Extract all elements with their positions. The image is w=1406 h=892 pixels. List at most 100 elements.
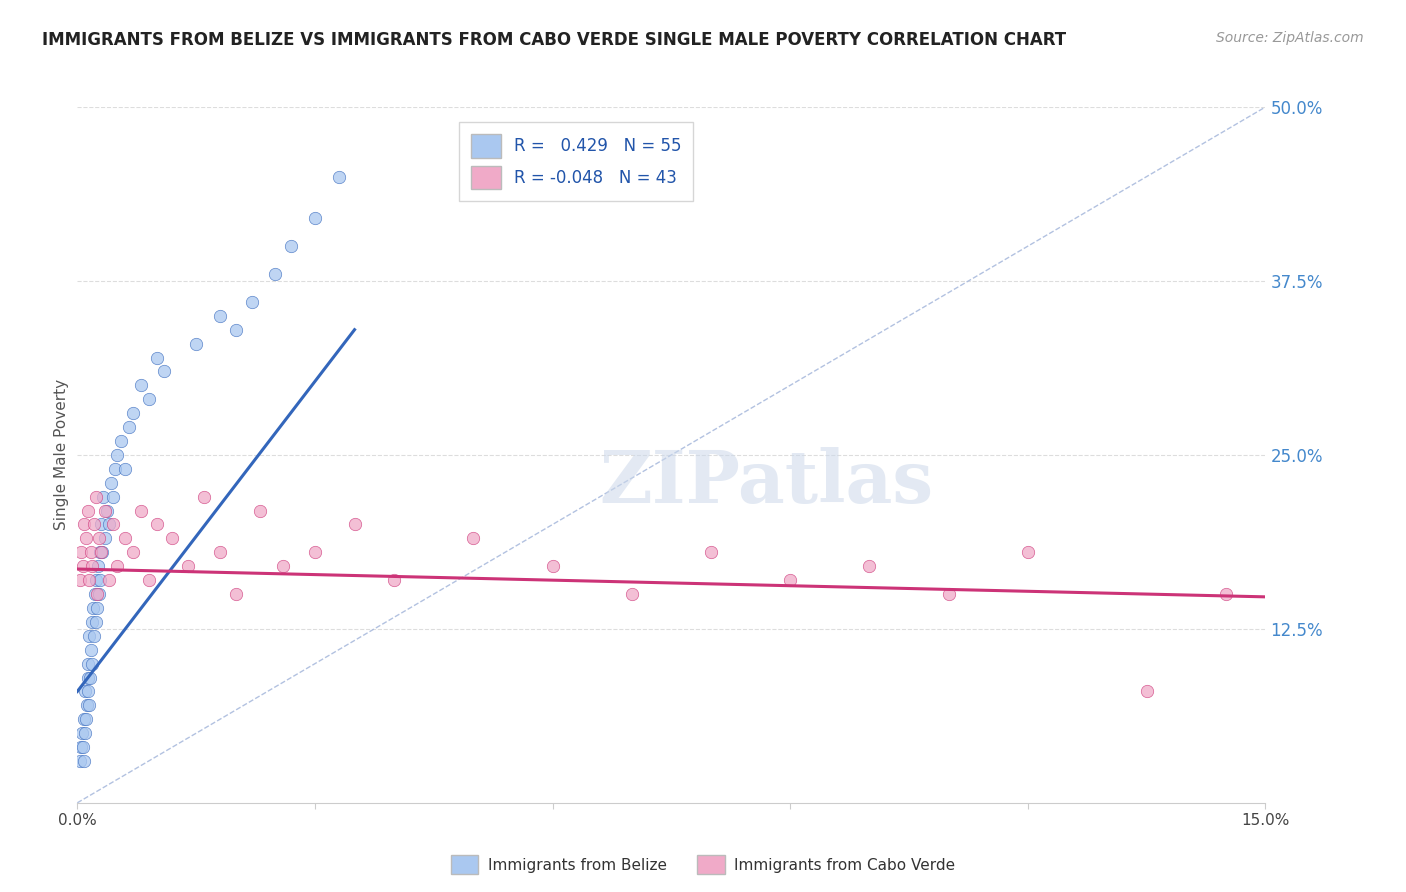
Point (73, 712, 96, 726)
Point (304, 211, 326, 226)
Point (94, 532, 117, 546)
Point (82, 559, 104, 574)
Point (75, 532, 97, 546)
Point (193, 490, 215, 504)
Point (87, 587, 110, 601)
Point (110, 434, 132, 448)
Point (700, 545, 723, 559)
Point (328, 169, 350, 184)
Point (101, 517, 124, 532)
Point (1215, 587, 1237, 601)
Point (208, 545, 231, 559)
Point (343, 517, 366, 532)
Point (858, 559, 880, 574)
Point (84, 490, 107, 504)
Point (620, 587, 643, 601)
Point (145, 351, 167, 365)
Point (541, 559, 564, 574)
Point (118, 420, 141, 434)
Legend: R =   0.429   N = 55, R = -0.048   N = 43: R = 0.429 N = 55, R = -0.048 N = 43 (460, 122, 693, 202)
Point (80, 615, 103, 629)
Point (153, 364, 176, 378)
Point (177, 559, 200, 574)
Point (73, 754, 96, 768)
Point (82, 657, 104, 671)
Point (121, 406, 143, 420)
Point (91, 490, 114, 504)
Point (87, 532, 110, 546)
Point (186, 336, 208, 351)
Point (84, 615, 107, 629)
Point (83, 517, 105, 532)
Point (80, 545, 103, 559)
Point (83, 587, 105, 601)
Point (86, 573, 108, 587)
Point (280, 239, 302, 253)
Point (77, 698, 100, 713)
Point (70, 726, 93, 740)
Point (94, 503, 117, 517)
Point (89, 545, 111, 559)
Point (1017, 545, 1039, 559)
Point (75, 712, 97, 726)
Point (89, 573, 111, 587)
Point (86, 587, 108, 601)
Point (76, 684, 98, 698)
Text: IMMIGRANTS FROM BELIZE VS IMMIGRANTS FROM CABO VERDE SINGLE MALE POVERTY CORRELA: IMMIGRANTS FROM BELIZE VS IMMIGRANTS FRO… (42, 31, 1066, 49)
Point (114, 462, 136, 476)
Text: Source: ZipAtlas.com: Source: ZipAtlas.com (1216, 31, 1364, 45)
Point (72, 740, 94, 755)
Point (96, 503, 118, 517)
Point (82, 601, 104, 615)
Point (129, 378, 152, 392)
Point (162, 532, 184, 546)
Point (87, 559, 110, 574)
Point (76, 671, 98, 685)
Point (225, 587, 247, 601)
Point (101, 490, 124, 504)
Point (69, 754, 91, 768)
Point (90, 545, 112, 559)
Point (98, 517, 121, 532)
Point (75, 684, 97, 698)
Point (121, 545, 143, 559)
Point (240, 294, 263, 309)
Point (77, 657, 100, 671)
Point (145, 517, 167, 532)
Point (70, 545, 93, 559)
Point (83, 629, 105, 643)
Point (382, 573, 405, 587)
Point (86, 601, 108, 615)
Point (304, 545, 326, 559)
Point (105, 559, 128, 574)
Point (73, 517, 96, 532)
Text: ZIPatlas: ZIPatlas (599, 447, 934, 518)
Point (79, 671, 101, 685)
Point (779, 573, 801, 587)
Point (76, 503, 98, 517)
Point (1136, 684, 1159, 698)
Point (114, 532, 136, 546)
Point (77, 629, 100, 643)
Point (104, 462, 127, 476)
Y-axis label: Single Male Poverty: Single Male Poverty (53, 379, 69, 531)
Point (225, 323, 247, 337)
Point (75, 726, 97, 740)
Point (208, 309, 231, 323)
Point (76, 698, 98, 713)
Point (129, 503, 152, 517)
Point (105, 448, 128, 462)
Point (90, 517, 112, 532)
Point (90, 545, 112, 559)
Point (100, 475, 122, 490)
Point (271, 559, 294, 574)
Point (138, 392, 160, 407)
Legend: Immigrants from Belize, Immigrants from Cabo Verde: Immigrants from Belize, Immigrants from … (444, 849, 962, 880)
Point (138, 573, 160, 587)
Point (264, 267, 287, 281)
Point (938, 587, 960, 601)
Point (463, 532, 485, 546)
Point (72, 559, 94, 574)
Point (69, 573, 91, 587)
Point (80, 642, 103, 657)
